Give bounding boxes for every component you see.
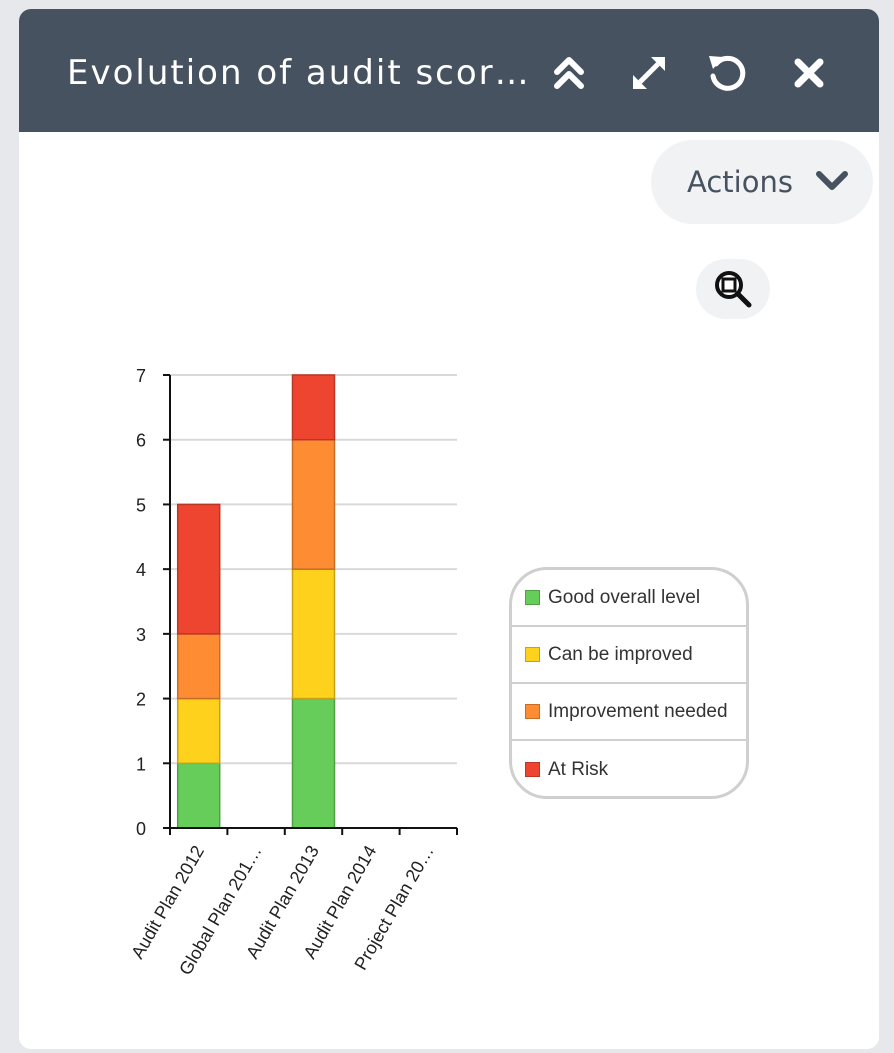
close-icon[interactable] [785,49,833,97]
legend-label: Good overall level [548,586,701,608]
expand-arrows-icon[interactable] [625,49,673,97]
bar-segment [176,503,221,635]
legend-swatch [525,762,540,777]
legend-label: Improvement needed [548,700,728,722]
legend-swatch [525,647,540,662]
bar-segment [176,762,221,829]
legend-swatch [525,590,540,605]
actions-label: Actions [687,165,793,199]
actions-dropdown-button[interactable]: Actions [651,140,873,224]
widget-title: Evolution of audit scor… [67,53,531,93]
legend-label: At Risk [548,758,609,780]
bar-segment [291,374,336,441]
chart-legend: Good overall level Can be improved Improve… [509,567,749,799]
double-chevron-up-icon[interactable] [545,49,593,97]
legend-label: Can be improved [548,643,693,665]
bar-segment [291,438,336,570]
y-tick-label: 2 [136,690,146,710]
legend-swatch [525,704,540,719]
zoom-button[interactable] [696,259,770,319]
bar-segment [291,697,336,829]
widget-panel: Evolution of audit scor… [19,9,879,1049]
zoom-icon [715,271,752,308]
y-tick-label: 0 [136,819,146,839]
legend-item[interactable]: At Risk [512,741,746,796]
y-tick-label: 4 [136,560,146,580]
y-tick-label: 5 [136,495,146,515]
y-tick-label: 6 [136,431,146,451]
bar-segment [176,633,221,700]
y-tick-label: 7 [136,366,146,386]
refresh-icon[interactable] [704,49,752,97]
y-tick-label: 1 [136,754,146,774]
widget-header: Evolution of audit scor… [19,9,879,132]
bar-segment [176,697,221,765]
legend-item[interactable]: Good overall level [512,570,746,627]
bar-segment [291,568,336,700]
y-tick-label: 3 [136,625,146,645]
legend-item[interactable]: Improvement needed [512,684,746,741]
chevron-down-icon [816,171,848,190]
legend-item[interactable]: Can be improved [512,627,746,684]
